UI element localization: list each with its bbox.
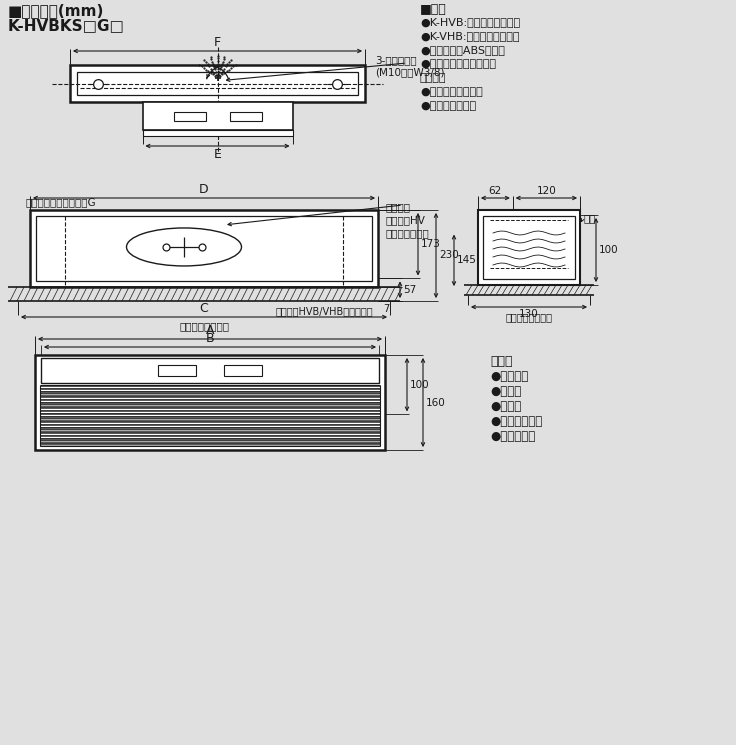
Text: C: C <box>199 302 208 315</box>
Bar <box>174 112 205 121</box>
Bar <box>36 216 372 281</box>
Text: ●蝶ナット: ●蝶ナット <box>490 370 528 383</box>
Bar <box>40 399 380 401</box>
Text: ●据付説明書: ●据付説明書 <box>490 430 535 443</box>
Text: 接続フレキダクト口径G: 接続フレキダクト口径G <box>25 197 96 207</box>
Text: 7: 7 <box>383 304 389 314</box>
Bar <box>40 397 380 399</box>
Bar <box>40 425 380 426</box>
Text: ●羽根組立品　アルミ・: ●羽根組立品 アルミ・ <box>420 59 496 69</box>
Text: ●グリル本体ABS樹脂製: ●グリル本体ABS樹脂製 <box>420 45 505 55</box>
Text: ●防露筒: ●防露筒 <box>490 400 521 413</box>
Bar <box>41 358 379 383</box>
Bar <box>40 405 380 407</box>
Text: グリル形HV: グリル形HV <box>386 215 426 225</box>
Bar <box>483 216 575 279</box>
Text: 173: 173 <box>421 239 441 250</box>
Bar <box>40 422 380 423</box>
Text: ●K-VHB:垂直水平羽根可動: ●K-VHB:垂直水平羽根可動 <box>420 31 520 41</box>
Bar <box>40 410 380 412</box>
Text: ダンパー: ダンパー <box>386 202 411 212</box>
Text: 100: 100 <box>599 245 619 255</box>
Text: （天井開口寸法）: （天井開口寸法） <box>506 312 553 322</box>
Bar <box>40 402 380 404</box>
Bar <box>35 355 385 450</box>
Text: 鉱板製: 鉱板製 <box>420 73 447 83</box>
Bar <box>40 436 380 437</box>
Bar <box>143 130 292 136</box>
Bar <box>143 102 292 130</box>
Bar <box>30 210 378 287</box>
Text: B: B <box>205 332 214 345</box>
Text: ●羽根調節器具: ●羽根調節器具 <box>490 415 542 428</box>
Text: 120: 120 <box>537 186 556 196</box>
Bar <box>158 365 196 376</box>
Text: (M10又はW3/8): (M10又はW3/8) <box>375 67 445 77</box>
Text: E: E <box>213 148 222 161</box>
Text: D: D <box>199 183 209 196</box>
Text: 130: 130 <box>519 309 539 319</box>
Bar <box>70 65 365 102</box>
Text: 57: 57 <box>403 285 417 295</box>
Text: K-HVBKS□G□: K-HVBKS□G□ <box>8 18 125 33</box>
Bar <box>40 389 380 390</box>
Ellipse shape <box>127 228 241 266</box>
Bar <box>40 430 380 431</box>
Bar <box>40 444 380 446</box>
Bar <box>40 391 380 393</box>
Bar <box>40 394 380 396</box>
Bar <box>40 386 380 387</box>
Bar <box>40 408 380 410</box>
Bar <box>40 416 380 418</box>
Bar <box>230 112 261 121</box>
Text: 吹出チャンバー: 吹出チャンバー <box>386 228 430 238</box>
Text: ■外形寸法(mm): ■外形寸法(mm) <box>8 3 105 18</box>
Text: ●K-HVB:水平垂直羽根可動: ●K-HVB:水平垂直羽根可動 <box>420 17 520 27</box>
Text: 付属品: 付属品 <box>490 355 512 368</box>
Text: 230: 230 <box>439 250 459 261</box>
Bar <box>77 72 358 95</box>
Text: 145: 145 <box>457 256 477 265</box>
Bar <box>40 438 380 440</box>
Bar <box>40 433 380 434</box>
Bar <box>478 210 580 285</box>
Bar <box>224 365 262 376</box>
Text: 100: 100 <box>410 380 430 390</box>
Text: グリル形HVB/VHB吹出グリル: グリル形HVB/VHB吹出グリル <box>275 306 373 316</box>
Text: ●チャンバー鉱板製: ●チャンバー鉱板製 <box>420 87 483 97</box>
Bar <box>40 419 380 420</box>
Text: バネ: バネ <box>584 213 596 223</box>
Text: ■仕様: ■仕様 <box>420 3 447 16</box>
Bar <box>40 441 380 443</box>
Bar <box>40 428 380 429</box>
Text: （天井開口寸法）: （天井開口寸法） <box>179 321 229 331</box>
Text: ●平座金: ●平座金 <box>490 385 521 398</box>
Text: A: A <box>206 324 214 337</box>
Bar <box>40 413 380 415</box>
Text: 160: 160 <box>426 398 446 408</box>
Text: F: F <box>214 36 221 49</box>
Text: 62: 62 <box>489 186 502 196</box>
Text: 3-吹ボルト穴: 3-吹ボルト穴 <box>375 55 417 65</box>
Text: ●ダンパー鉱板製: ●ダンパー鉱板製 <box>420 101 476 111</box>
